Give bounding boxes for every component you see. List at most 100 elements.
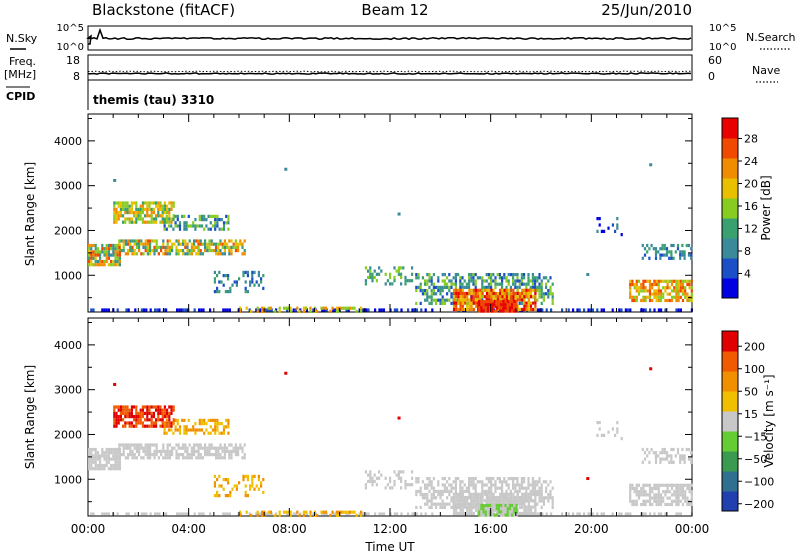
- echo-cell: [170, 207, 173, 211]
- echo-cell: [505, 480, 508, 484]
- echo-cell: [545, 308, 548, 312]
- echo-cell: [683, 460, 686, 464]
- echo-cell: [110, 247, 113, 251]
- echo-cell: [479, 295, 482, 299]
- echo-cell: [439, 298, 442, 302]
- echo-cell: [659, 457, 662, 461]
- echo-cell: [455, 492, 458, 496]
- echo-cell: [99, 463, 102, 468]
- echo-cell: [159, 405, 162, 409]
- echo-cell: [472, 499, 475, 503]
- cpid-panel: CPID themis (tau) 3310: [6, 80, 214, 110]
- echo-cell: [670, 502, 674, 507]
- echo-cell: [225, 418, 228, 422]
- echo-cell: [611, 427, 614, 431]
- echo-cell: [686, 499, 689, 503]
- echo-cell: [435, 496, 438, 500]
- echo-cell: [216, 478, 219, 482]
- echo-cell: [505, 495, 508, 500]
- echo-cell: [261, 513, 264, 517]
- velocity-cells: [88, 367, 693, 517]
- echo-cell: [113, 418, 116, 422]
- echo-cell: [90, 512, 93, 516]
- echo-cell: [432, 502, 435, 506]
- echo-cell: [228, 239, 231, 243]
- echo-cell: [516, 291, 519, 296]
- echo-cell: [549, 496, 552, 500]
- echo-cell: [110, 263, 113, 267]
- echo-cell: [486, 306, 490, 310]
- echo-cell: [135, 220, 138, 224]
- echo-cell: [652, 451, 655, 455]
- echo-cell: [374, 512, 377, 516]
- echo-cell: [113, 214, 116, 218]
- echo-cell: [474, 489, 477, 493]
- echo-cell: [138, 242, 141, 246]
- echo-cell: [430, 499, 433, 503]
- power-x-ticks: [87, 114, 693, 312]
- echo-cell: [470, 483, 473, 487]
- echo-cell: [527, 307, 530, 312]
- echo-cell: [538, 295, 541, 299]
- echo-cell: [165, 308, 168, 312]
- echo-cell: [504, 306, 507, 310]
- echo-cell: [135, 411, 138, 415]
- echo-cell: [158, 512, 161, 516]
- echo-cell: [642, 493, 645, 497]
- echo-cell: [176, 422, 179, 426]
- echo-cell: [187, 512, 190, 516]
- echo-cell: [679, 457, 682, 461]
- echo-cell: [648, 451, 651, 455]
- echo-cell: [211, 224, 215, 228]
- echo-cell: [523, 301, 526, 305]
- echo-cell: [527, 495, 530, 500]
- echo-cell: [149, 512, 152, 516]
- n-search-label: N.Search: [746, 31, 796, 44]
- echo-cell: [529, 307, 533, 312]
- echo-cell: [155, 201, 158, 205]
- echo-cell: [487, 480, 490, 484]
- echo-cell: [88, 447, 91, 452]
- echo-cell: [474, 298, 478, 302]
- echo-cell: [483, 285, 486, 289]
- echo-cell: [397, 473, 400, 477]
- echo-cell: [457, 295, 460, 299]
- colorbar-tick-label: 8: [744, 245, 751, 258]
- echo-cell: [576, 308, 579, 312]
- echo-cell: [227, 478, 230, 482]
- echo-cell: [549, 489, 552, 493]
- echo-cell: [99, 460, 102, 464]
- echo-cell: [479, 276, 482, 280]
- echo-cell: [208, 443, 211, 447]
- echo-cell: [138, 245, 141, 249]
- echo-cell: [481, 291, 484, 296]
- echo-cell: [170, 411, 173, 415]
- echo-cell: [184, 443, 187, 447]
- echo-cell: [500, 513, 503, 517]
- echo-cell: [129, 449, 132, 453]
- echo-cell: [195, 245, 198, 249]
- echo-cell: [508, 503, 512, 508]
- echo-cell: [654, 457, 658, 461]
- echo-cell: [396, 308, 399, 312]
- echo-cell: [459, 301, 462, 305]
- echo-cell: [171, 453, 174, 457]
- echo-cell: [542, 295, 545, 299]
- echo-cell: [130, 220, 133, 224]
- echo-cell: [446, 496, 449, 500]
- echo-cell: [510, 499, 513, 503]
- echo-cell: [527, 279, 530, 283]
- colorbar-swatch: [722, 351, 738, 372]
- echo-cell: [107, 256, 110, 260]
- echo-cell: [452, 298, 456, 302]
- echo-cell: [498, 477, 501, 481]
- echo-cell: [428, 273, 431, 277]
- echo-cell: [457, 298, 460, 302]
- echo-cell: [534, 486, 537, 490]
- echo-cell: [468, 502, 471, 506]
- echo-cell: [404, 279, 407, 283]
- echo-cell: [184, 446, 187, 450]
- echo-cell: [620, 308, 623, 312]
- echo-cell: [516, 508, 519, 512]
- echo-cell: [150, 207, 153, 211]
